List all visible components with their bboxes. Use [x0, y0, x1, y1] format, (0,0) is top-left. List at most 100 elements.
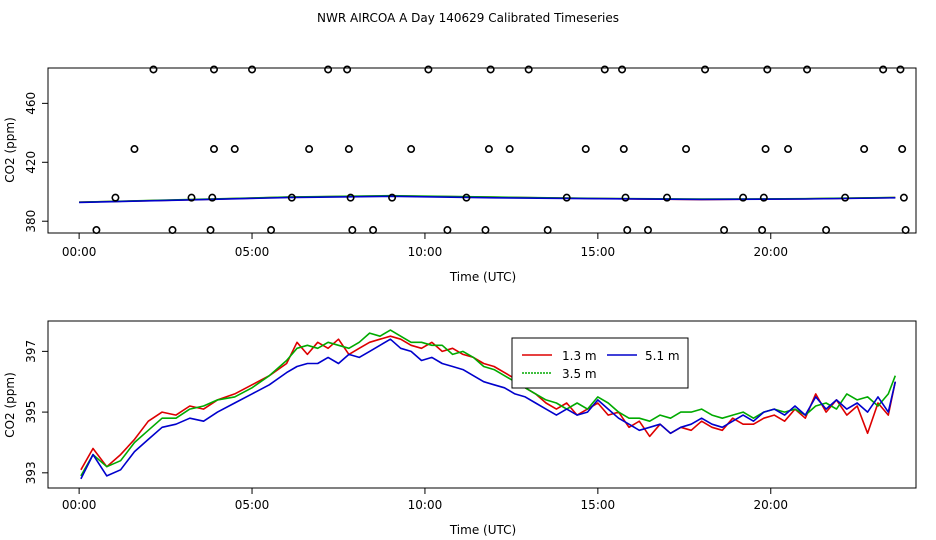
data-point [481, 226, 490, 235]
legend: 1.3 m 5.1 m 3.5 m [511, 337, 689, 389]
top-y-tick-label: 460 [24, 92, 38, 115]
data-point [759, 193, 768, 202]
data-point [621, 193, 630, 202]
data-point [701, 65, 710, 74]
data-point [720, 226, 729, 235]
data-point [860, 145, 869, 154]
legend-label-3-5m: 3.5 m [562, 367, 597, 381]
legend-label-1-3m: 1.3 m [562, 349, 597, 363]
data-point [803, 65, 812, 74]
data-point [407, 145, 416, 154]
data-point [761, 145, 770, 154]
data-point [484, 145, 493, 154]
bottom-x-tick-label: 15:00 [581, 498, 616, 512]
bottom-y-tick-label: 395 [24, 401, 38, 424]
top-plot-frame [47, 67, 917, 234]
bottom-y-tick-label: 393 [24, 461, 38, 484]
data-point [343, 65, 352, 74]
data-point [168, 226, 177, 235]
data-point [896, 65, 905, 74]
top-points [92, 65, 910, 235]
bottom-x-ticks: 00:00 05:00 10:00 15:00 20:00 [62, 488, 788, 512]
data-point [898, 145, 907, 154]
bottom-x-tick-label: 20:00 [753, 498, 788, 512]
data-point [618, 65, 627, 74]
data-point [209, 65, 218, 74]
data-point [543, 226, 552, 235]
data-point [758, 226, 767, 235]
data-point [388, 193, 397, 202]
bottom-panel: Time (UTC) CO2 (ppm) 00:00 05:00 10:00 15:0… [3, 320, 917, 537]
data-point [901, 226, 910, 235]
data-point [208, 193, 217, 202]
data-point [562, 193, 571, 202]
top-series [79, 194, 896, 204]
legend-box [511, 337, 689, 389]
top-y-axis-label: CO2 (ppm) [3, 117, 17, 183]
top-x-tick-label: 15:00 [581, 245, 616, 259]
data-point [600, 65, 609, 74]
data-point [879, 65, 888, 74]
bottom-x-tick-label: 00:00 [62, 498, 97, 512]
data-point [111, 193, 120, 202]
data-point [899, 193, 908, 202]
bottom-y-tick-label: 397 [24, 340, 38, 363]
data-point [209, 145, 218, 154]
data-point [369, 226, 378, 235]
data-point [524, 65, 533, 74]
data-point [505, 145, 514, 154]
data-point [230, 145, 239, 154]
data-point [739, 193, 748, 202]
bottom-y-ticks: 393 395 397 [24, 340, 48, 484]
chart-title: NWR AIRCOA A Day 140629 Calibrated Times… [317, 11, 619, 25]
bottom-series-line-1-3-m [80, 335, 897, 471]
data-point [486, 65, 495, 74]
data-point [248, 65, 257, 74]
bottom-plot-frame [47, 320, 917, 489]
top-x-ticks: 00:00 05:00 10:00 15:00 20:00 [62, 233, 788, 259]
top-x-tick-label: 05:00 [235, 245, 270, 259]
bottom-x-tick-label: 05:00 [235, 498, 270, 512]
data-point [763, 65, 772, 74]
data-point [324, 65, 333, 74]
bottom-y-axis-label: CO2 (ppm) [3, 372, 17, 438]
data-point [344, 145, 353, 154]
top-x-tick-label: 20:00 [753, 245, 788, 259]
data-point [187, 193, 196, 202]
data-point [682, 145, 691, 154]
data-point [348, 226, 357, 235]
top-x-tick-label: 00:00 [62, 245, 97, 259]
data-point [267, 226, 276, 235]
data-point [130, 145, 139, 154]
top-y-tick-label: 380 [24, 210, 38, 233]
legend-label-5-1m: 5.1 m [645, 349, 680, 363]
data-point [784, 145, 793, 154]
top-x-tick-label: 10:00 [408, 245, 443, 259]
bottom-series-line-5-1-m [80, 338, 897, 480]
bottom-series [80, 329, 897, 480]
data-point [346, 193, 355, 202]
data-point [92, 226, 101, 235]
top-y-ticks: 380 420 460 [24, 92, 48, 233]
data-point [149, 65, 158, 74]
top-panel: Time (UTC) CO2 (ppm) 00:00 05:00 10:00 15:0… [3, 65, 917, 284]
data-point [443, 226, 452, 235]
top-series-line-5-1-m [79, 195, 896, 204]
data-point [287, 193, 296, 202]
data-point [841, 193, 850, 202]
bottom-x-tick-label: 10:00 [408, 498, 443, 512]
data-point [462, 193, 471, 202]
data-point [663, 193, 672, 202]
data-point [206, 226, 215, 235]
data-point [305, 145, 314, 154]
data-point [619, 145, 628, 154]
data-point [581, 145, 590, 154]
bottom-series-line-3-5-m [80, 329, 897, 477]
top-x-axis-label: Time (UTC) [449, 270, 516, 284]
bottom-x-axis-label: Time (UTC) [449, 523, 516, 537]
data-point [643, 226, 652, 235]
data-point [822, 226, 831, 235]
top-y-tick-label: 420 [24, 151, 38, 174]
data-point [623, 226, 632, 235]
